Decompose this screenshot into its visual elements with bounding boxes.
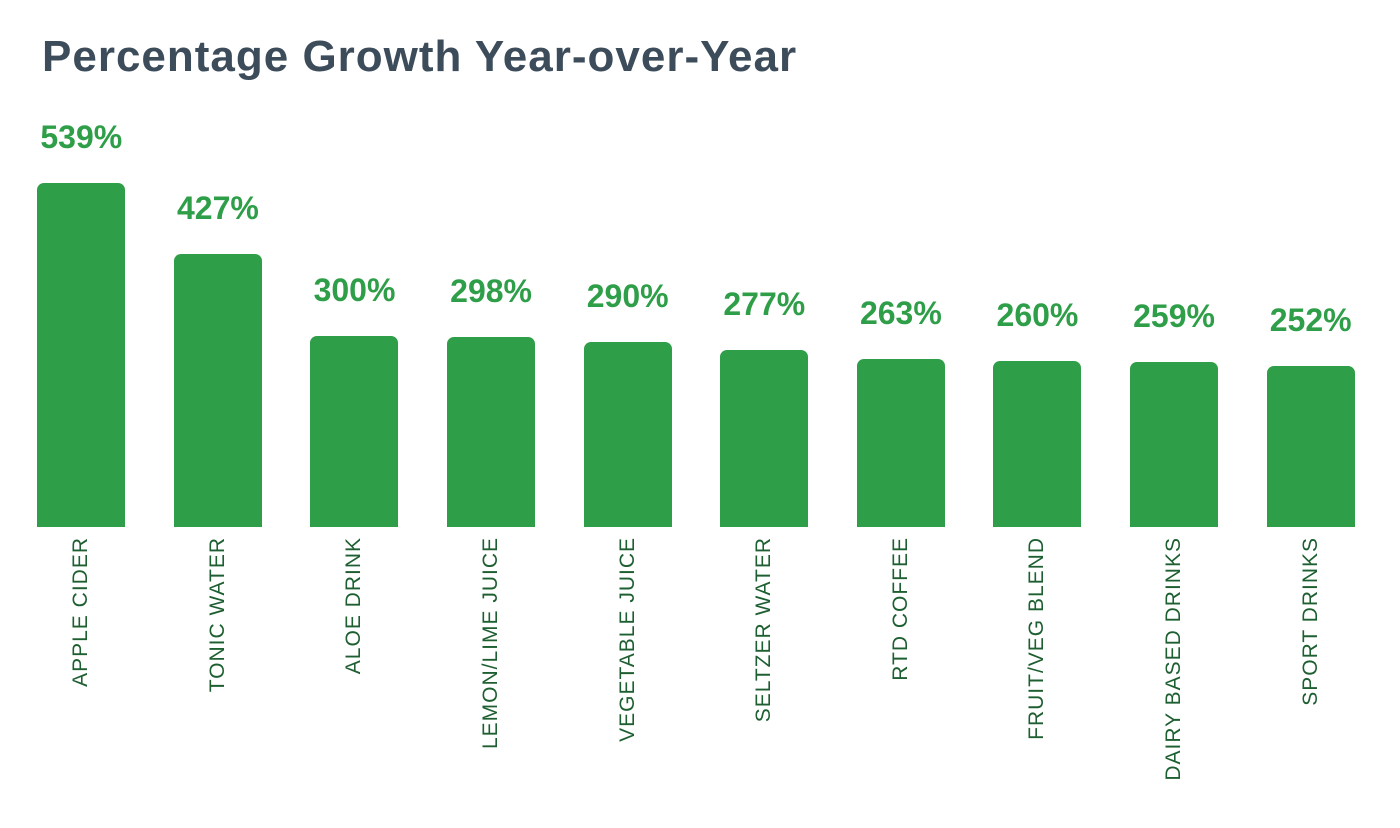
bar[interactable] bbox=[310, 336, 399, 527]
bar[interactable] bbox=[856, 359, 945, 527]
bar[interactable] bbox=[720, 350, 809, 527]
bar-value-label: 252% bbox=[1269, 302, 1352, 338]
chart-title: Percentage Growth Year-over-Year bbox=[42, 32, 798, 81]
category-label: LEMON/LIME JUICE bbox=[479, 537, 503, 750]
bar-value-label: 298% bbox=[450, 273, 532, 309]
bar[interactable] bbox=[583, 342, 672, 527]
bar[interactable] bbox=[447, 337, 536, 527]
bar-column: 252% SPORT DRINKS bbox=[1242, 0, 1379, 828]
bar[interactable] bbox=[173, 254, 262, 527]
bar-value-label: 427% bbox=[176, 190, 259, 226]
category-label: SELTZER WATER bbox=[752, 537, 776, 723]
category-label: APPLE CIDER bbox=[69, 537, 93, 687]
bar-column: 260% FRUIT/VEG BLEND bbox=[969, 0, 1106, 828]
category-label: FRUIT/VEG BLEND bbox=[1025, 537, 1049, 740]
bar-column: 300% ALOE DRINK bbox=[286, 0, 423, 828]
bar-column: 259% DAIRY BASED DRINKS bbox=[1106, 0, 1243, 828]
bar-value-label: 259% bbox=[1133, 298, 1215, 334]
bar-value-label: 277% bbox=[723, 286, 806, 322]
category-label: DAIRY BASED DRINKS bbox=[1161, 537, 1185, 781]
bar[interactable] bbox=[1266, 366, 1355, 527]
bar-column: 539% APPLE CIDER bbox=[13, 0, 150, 828]
category-label: TONIC WATER bbox=[205, 537, 229, 693]
bar-value-label: 300% bbox=[313, 272, 396, 308]
category-label: RTD COFFEE bbox=[888, 537, 912, 681]
category-label: ALOE DRINK bbox=[342, 537, 366, 675]
bar-column: 298% LEMON/LIME JUICE bbox=[423, 0, 560, 828]
bar-column: 277% SELTZER WATER bbox=[696, 0, 833, 828]
bar[interactable] bbox=[1130, 362, 1219, 527]
bar-column: 290% VEGETABLE JUICE bbox=[559, 0, 696, 828]
bar-column: 427% TONIC WATER bbox=[150, 0, 287, 828]
bar-value-label: 260% bbox=[996, 297, 1079, 333]
bar-value-label: 539% bbox=[40, 119, 123, 155]
bar[interactable] bbox=[37, 183, 126, 527]
plot-area: 539% APPLE CIDER 427% TONIC WATER 300% A… bbox=[13, 0, 1379, 828]
category-label: VEGETABLE JUICE bbox=[615, 537, 639, 742]
bar[interactable] bbox=[993, 361, 1082, 527]
bar-value-label: 290% bbox=[586, 278, 669, 314]
bar-column: 263% RTD COFFEE bbox=[833, 0, 970, 828]
bar-value-label: 263% bbox=[859, 295, 942, 331]
category-label: SPORT DRINKS bbox=[1298, 537, 1322, 706]
